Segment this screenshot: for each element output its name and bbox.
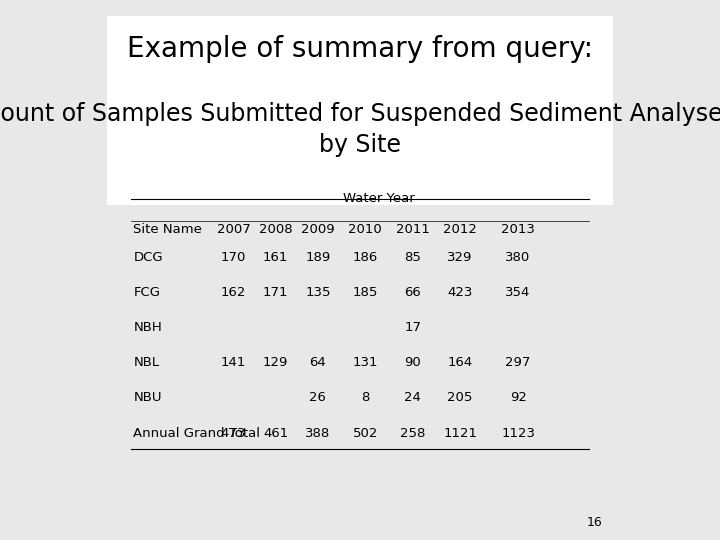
Text: 423: 423 xyxy=(447,286,473,299)
Text: 2007: 2007 xyxy=(217,223,251,236)
Text: 171: 171 xyxy=(263,286,289,299)
Text: Site Name: Site Name xyxy=(133,223,202,236)
Text: Example of summary from query:: Example of summary from query: xyxy=(127,35,593,63)
Text: 186: 186 xyxy=(353,251,378,264)
Text: 24: 24 xyxy=(404,392,421,404)
Text: 85: 85 xyxy=(404,251,421,264)
Text: 461: 461 xyxy=(263,427,288,440)
Text: 170: 170 xyxy=(221,251,246,264)
Text: 2009: 2009 xyxy=(301,223,335,236)
Text: 2008: 2008 xyxy=(259,223,292,236)
Text: 135: 135 xyxy=(305,286,330,299)
Text: 92: 92 xyxy=(510,392,526,404)
Text: 185: 185 xyxy=(353,286,378,299)
Text: 380: 380 xyxy=(505,251,531,264)
Text: 129: 129 xyxy=(263,356,289,369)
Text: 162: 162 xyxy=(221,286,246,299)
Text: NBU: NBU xyxy=(133,392,162,404)
Text: NBH: NBH xyxy=(133,321,162,334)
Text: 1123: 1123 xyxy=(501,427,535,440)
Text: 189: 189 xyxy=(305,251,330,264)
Text: 90: 90 xyxy=(405,356,421,369)
Text: Count of Samples Submitted for Suspended Sediment Analyses
by Site: Count of Samples Submitted for Suspended… xyxy=(0,102,720,157)
Text: 1121: 1121 xyxy=(443,427,477,440)
FancyBboxPatch shape xyxy=(107,16,613,205)
Text: 2010: 2010 xyxy=(348,223,382,236)
Text: 2011: 2011 xyxy=(396,223,430,236)
Text: 17: 17 xyxy=(404,321,421,334)
Text: 26: 26 xyxy=(310,392,326,404)
Text: DCG: DCG xyxy=(133,251,163,264)
Text: 66: 66 xyxy=(405,286,421,299)
Text: 161: 161 xyxy=(263,251,289,264)
Text: Annual Grand Total: Annual Grand Total xyxy=(133,427,261,440)
Text: 2012: 2012 xyxy=(444,223,477,236)
Text: Water Year: Water Year xyxy=(343,192,414,205)
Text: NBL: NBL xyxy=(133,356,160,369)
Text: 131: 131 xyxy=(353,356,378,369)
Text: 297: 297 xyxy=(505,356,531,369)
Text: 141: 141 xyxy=(221,356,246,369)
Text: 258: 258 xyxy=(400,427,426,440)
Text: 164: 164 xyxy=(448,356,473,369)
Text: 205: 205 xyxy=(447,392,473,404)
Text: 2013: 2013 xyxy=(501,223,535,236)
Text: 502: 502 xyxy=(353,427,378,440)
Text: 388: 388 xyxy=(305,427,330,440)
Text: 8: 8 xyxy=(361,392,369,404)
Text: 16: 16 xyxy=(587,516,603,529)
Text: FCG: FCG xyxy=(133,286,161,299)
Text: 64: 64 xyxy=(310,356,326,369)
Text: 329: 329 xyxy=(447,251,473,264)
Text: 354: 354 xyxy=(505,286,531,299)
Text: 473: 473 xyxy=(221,427,246,440)
